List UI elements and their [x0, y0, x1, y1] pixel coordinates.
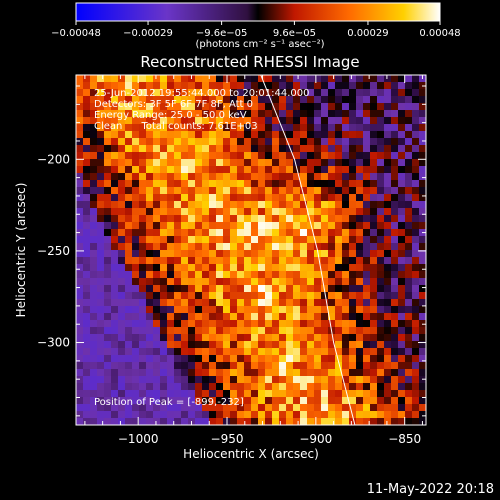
- x-tick-label: −950: [211, 432, 244, 446]
- colorbar-units: (photons cm⁻² s⁻¹ asec⁻²): [195, 39, 325, 50]
- annotation-detectors: Detectors: 3F 5F 6F 7F 8F, Att 0: [94, 99, 254, 110]
- colorbar-tick-label: −0.00048: [51, 28, 101, 39]
- x-tick-label: −1000: [118, 432, 159, 446]
- plot-frame: [75, 74, 427, 426]
- x-tick-label: −850: [388, 432, 421, 446]
- y-axis-label: Heliocentric Y (arcsec): [14, 183, 28, 318]
- solar-limb-line: [260, 75, 356, 425]
- annotation-counts: Clean Total counts: 7.61E+03: [94, 121, 258, 132]
- colorbar-tick-label: 0.00048: [419, 28, 460, 39]
- colorbar-ticks: −0.00048 −0.00029 −9.6e−05 9.6e−05 0.00029 0.…: [51, 21, 461, 39]
- y-tick-label: −250: [37, 244, 70, 258]
- colorbar-tick-label: −0.00029: [123, 28, 173, 39]
- annotation-peak-position: Position of Peak = [-899,-232]: [94, 397, 244, 408]
- x-tick-label: −900: [299, 432, 332, 446]
- y-tick-label: −200: [37, 152, 70, 166]
- colorbar-tick-label: 9.6e−05: [273, 28, 316, 39]
- colorbar-tick-label: 0.00029: [347, 28, 388, 39]
- annotation-time-range: 25-Jun-2012 19:55:44.000 to 20:01:44.000: [94, 88, 310, 99]
- x-axis-label: Heliocentric X (arcsec): [183, 447, 319, 461]
- colorbar: [75, 2, 441, 22]
- y-tick-label: −300: [37, 336, 70, 350]
- annotation-energy-range: Energy Range: 25.0 - 50.0 keV: [94, 110, 247, 121]
- footer-date: 11-May-2022 20:18: [366, 482, 494, 497]
- axes: −1000 −950 −900 −850 −200 −250 −300: [37, 75, 426, 446]
- chart-title: Reconstructed RHESSI Image: [140, 53, 360, 71]
- colorbar-tick-label: −9.6e−05: [196, 28, 248, 39]
